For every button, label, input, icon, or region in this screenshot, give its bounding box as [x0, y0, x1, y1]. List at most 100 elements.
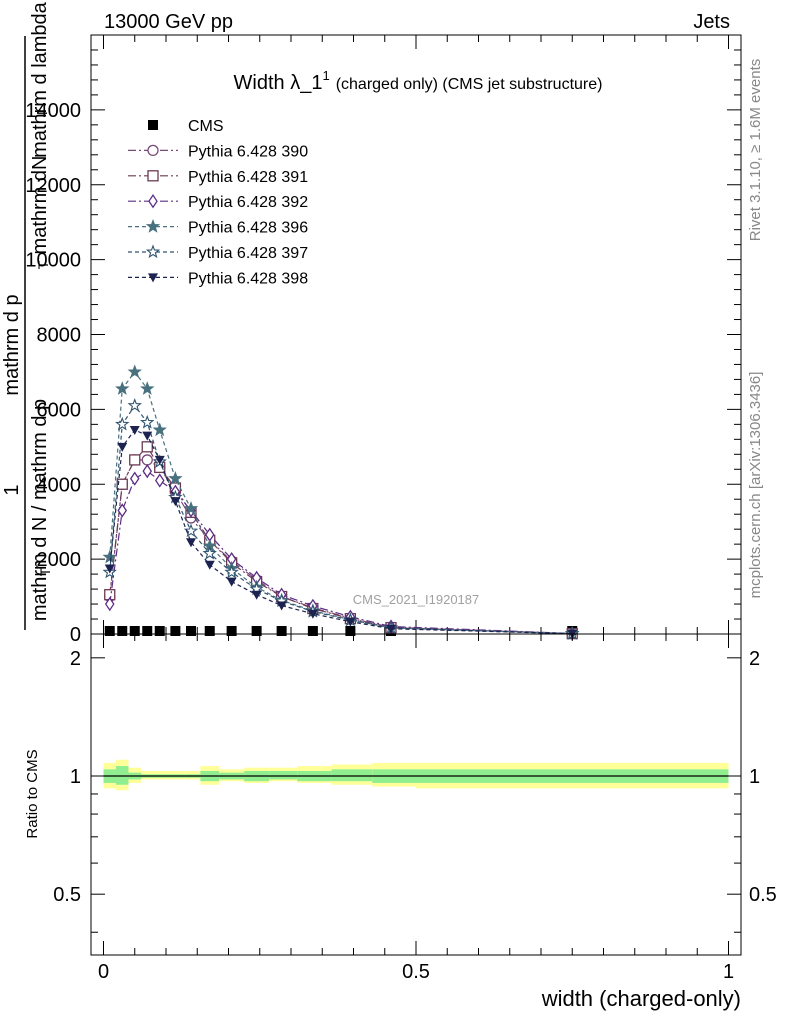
legend-marker-p390 [147, 144, 159, 157]
ratio-ytick-label: 2 [70, 648, 81, 670]
point-p392 [104, 596, 115, 612]
series-p390: Pythia 6.428 390 [104, 143, 578, 640]
point-p396 [127, 364, 142, 379]
point-cms [204, 626, 215, 636]
plot-title-sub: (charged only) (CMS jet substructure) [336, 76, 603, 93]
point-p390 [141, 454, 153, 466]
point-p398 [386, 624, 396, 634]
point-cms [307, 626, 318, 636]
watermark: CMS_2021_I1920187 [353, 592, 480, 607]
legend-label-p390: Pythia 6.428 390 [188, 143, 308, 160]
point-p398 [186, 538, 196, 548]
main-ylabel-denom-sub: T [37, 567, 53, 576]
point-cms [104, 626, 115, 636]
point-cms [129, 626, 140, 636]
legend-marker-p398 [148, 273, 158, 283]
ratio-ytick-label-right: 0.5 [749, 884, 777, 906]
main-ytick-label: 8000 [37, 325, 82, 347]
ratio-plot: 0 0.5 1 0.5 0.5 1 1 2 2 Ratio to CMS width (charge… [24, 633, 777, 1011]
main-ytick-label: 0 [70, 624, 81, 646]
main-ylabel-denom: mathrm d N / mathrm d p [29, 399, 51, 621]
legend-label-p391: Pythia 6.428 391 [188, 169, 308, 186]
plot-title-sup: 1 [322, 68, 329, 83]
ratio-ytick-label-right: 2 [749, 648, 760, 670]
point-p396 [152, 422, 167, 437]
main-ylabel-num: mathrm d p [1, 294, 23, 395]
point-p398 [204, 560, 215, 570]
main-ytick-label: 14000 [25, 100, 81, 122]
point-p398 [142, 431, 153, 441]
point-p396 [168, 471, 183, 485]
legend-label-p398: Pythia 6.428 398 [188, 270, 308, 287]
main-ytick-label: 12000 [25, 175, 81, 197]
point-cms [154, 626, 165, 636]
band-green-bin [269, 770, 298, 780]
plot-title-main: Width λ_1 [234, 72, 323, 94]
main-ytick-label: 10000 [25, 250, 81, 272]
series-line-p397 [109, 404, 573, 635]
point-p396 [115, 381, 130, 395]
legend-marker-p392 [148, 194, 158, 209]
point-p396 [102, 549, 117, 564]
point-p398 [345, 617, 356, 627]
point-cms [142, 626, 153, 636]
ratio-ylabel: Ratio to CMS [24, 749, 41, 838]
series-p391: Pythia 6.428 391 [104, 169, 578, 640]
point-cms [276, 626, 287, 636]
series-p392: Pythia 6.428 392 [104, 194, 578, 641]
ratio-frame [90, 633, 742, 956]
plot-title: Width λ_11 (charged only) (CMS jet substr… [234, 68, 603, 94]
point-p396 [183, 501, 199, 515]
point-cms [170, 626, 181, 636]
point-cms [345, 626, 356, 636]
point-p397 [224, 564, 239, 579]
ratio-ytick-label: 1 [70, 766, 81, 788]
main-ylabel-one: 1 [1, 484, 23, 495]
ratio-xtick-label: 0.5 [402, 961, 430, 983]
point-p392 [129, 471, 140, 486]
series-line-p398 [109, 429, 573, 635]
point-cms [251, 626, 262, 636]
legend-label-p392: Pythia 6.428 392 [188, 194, 308, 211]
point-p397 [183, 523, 199, 538]
header-right: Jets [693, 11, 730, 33]
point-p397 [140, 414, 155, 429]
ratio-xtick-label: 0 [98, 961, 109, 983]
main-ylabel-num3: mathrm d lambda [29, 1, 51, 157]
point-p398 [104, 564, 115, 574]
point-p396 [140, 381, 155, 395]
main-plot: 0 2000 4000 6000 8000 10000 12000 14000 1 mathrm … [1, 1, 742, 646]
point-p398 [154, 455, 165, 465]
point-p391 [141, 441, 153, 453]
main-ytick-label: 2000 [37, 549, 82, 571]
main-ylabel-num-sub: T [35, 260, 51, 269]
legend-marker-p397 [145, 244, 161, 259]
point-p392 [154, 473, 165, 488]
legend-marker-p396 [145, 219, 161, 233]
point-p397 [115, 416, 130, 431]
ratio-ytick-label: 0.5 [53, 884, 81, 906]
series-p397: Pythia 6.428 397 [102, 244, 580, 640]
point-p392 [142, 463, 153, 479]
ratio-ytick-label-right: 1 [749, 766, 760, 788]
series-cms: CMS [104, 118, 578, 636]
point-p398 [307, 609, 318, 619]
point-cms [226, 626, 237, 636]
point-p398 [226, 577, 237, 587]
point-p398 [276, 601, 287, 611]
side-label-top: Rivet 3.1.10, ≥ 1.6M events [747, 59, 764, 242]
legend-marker-cms [148, 120, 158, 130]
series-line-p391 [109, 445, 573, 635]
point-p398 [170, 497, 181, 507]
ratio-xtick-label: 1 [723, 961, 734, 983]
point-p398 [129, 425, 140, 435]
series-p396: Pythia 6.428 396 [102, 219, 580, 640]
x-axis-label: width (charged-only) [541, 986, 741, 1011]
main-ytick-label: 6000 [37, 399, 82, 421]
point-p397 [127, 398, 142, 412]
legend-label-p397: Pythia 6.428 397 [188, 245, 308, 262]
point-cms [117, 626, 128, 636]
point-cms [186, 626, 196, 636]
point-p391 [129, 454, 141, 466]
